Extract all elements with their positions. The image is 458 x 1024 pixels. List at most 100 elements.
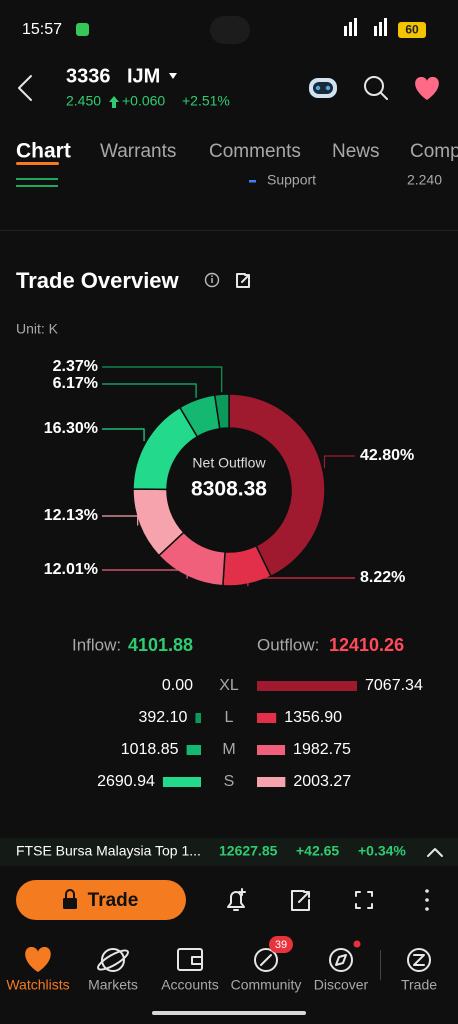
notif-dot [353,940,361,948]
home-indicator [152,1011,306,1015]
community-icon[interactable] [254,948,278,972]
outflow-bar [257,777,286,787]
donut-segment [228,393,326,578]
outflow-total: 12410.26 [329,635,404,655]
tab[interactable]: Chart [16,140,71,163]
support-label: Support [267,172,316,188]
trade-icon[interactable] [407,948,431,972]
support-value: 2.240 [407,172,442,188]
flow-category: M [222,741,235,758]
favorite-icon[interactable] [415,76,439,100]
percent-label: 16.30% [44,420,98,437]
nav-label[interactable]: Discover [314,977,369,993]
signal [344,18,387,36]
price: 2.450 [66,93,101,109]
outflow-bar [257,681,357,691]
percent-label: 42.80% [360,447,414,464]
inflow-bar [186,745,201,755]
battery [398,22,426,38]
unit-label: Unit: K [16,321,59,337]
ticker-bar[interactable] [0,838,458,866]
inflow-bar [195,713,201,723]
time: 15:57 [22,21,62,38]
outflow-bar [257,745,286,755]
inflow-bar [162,777,201,787]
discover-icon[interactable] [329,948,353,972]
support-marker [249,180,256,183]
percent-label: 12.13% [44,507,98,524]
search-icon[interactable] [364,76,388,100]
inflow-value: 0.00 [162,677,193,694]
outflow-value: 2003.27 [293,773,351,790]
section-title: Trade Overview [16,268,180,293]
change-pct: +2.51% [182,93,230,109]
inflow-value: 392.10 [139,709,188,726]
outflow-bar [257,713,277,723]
inflow-label: Inflow: [72,635,121,654]
camera [210,16,250,44]
legend-lines [16,178,58,187]
tab[interactable]: Warrants [100,141,176,162]
percent-label: 12.01% [44,561,98,578]
stock-name[interactable]: IJM [127,65,160,87]
trade-button-label: Trade [88,890,139,911]
back-button[interactable] [18,75,32,101]
fullscreen-icon[interactable] [355,891,373,909]
tab-underline [16,162,59,165]
ticker-name: FTSE Bursa Malaysia Top 1... [16,843,201,859]
markets-icon[interactable] [96,947,130,973]
nav-label[interactable]: Markets [88,977,138,993]
nav-label[interactable]: Trade [401,977,437,993]
leader-line [102,569,188,579]
robot-icon[interactable] [309,78,337,98]
nav-label[interactable]: Watchlists [6,977,69,993]
tab[interactable]: News [332,141,380,162]
accounts-icon[interactable] [177,948,203,971]
leader-line [102,515,139,526]
ticker-value: 12627.85 [219,843,278,859]
dropdown[interactable] [169,73,177,79]
lock-icon [63,889,77,909]
share-icon[interactable] [236,273,250,288]
more-icon[interactable] [425,889,429,911]
share-button[interactable] [291,890,310,911]
ticker-pct: +0.34% [358,843,406,859]
expand-ticker[interactable] [427,848,443,857]
ticker-change: +42.65 [296,843,339,859]
outflow-value: 1982.75 [293,741,351,758]
percent-label: 8.22% [360,569,405,586]
leader-line [102,366,223,393]
notif-icon [76,23,89,36]
donut-segment [213,393,230,430]
flow-category: S [224,773,235,790]
inflow-value: 1018.85 [121,741,179,758]
outflow-value: 1356.90 [284,709,342,726]
percent-label: 2.37% [53,358,98,375]
watchlists-icon[interactable] [25,946,51,972]
flow-category: L [225,709,234,726]
badge-count: 39 [275,939,287,951]
leader-line [323,455,355,469]
tab[interactable]: Comments [209,141,301,162]
leader-line [102,428,145,442]
inflow-value: 2690.94 [97,773,155,790]
outflow-value: 7067.34 [365,677,423,694]
battery-level: 60 [405,23,419,37]
leader-line [102,383,197,398]
alert-icon[interactable] [227,888,246,911]
nav-label[interactable]: Community [231,977,302,993]
nav-label[interactable]: Accounts [161,977,219,993]
trade-button[interactable] [16,880,186,920]
info-icon[interactable] [204,272,220,288]
percent-label: 6.17% [53,375,98,392]
outflow-label: Outflow: [257,635,319,654]
inflow-total: 4101.88 [128,635,193,655]
up-arrow [109,96,119,108]
divider [0,230,458,231]
nav-divider [380,950,381,980]
leader-line [247,577,355,587]
center-label: Net Outflow [192,455,266,471]
change: +0.060 [122,93,165,109]
tab[interactable]: Comp [410,141,458,162]
